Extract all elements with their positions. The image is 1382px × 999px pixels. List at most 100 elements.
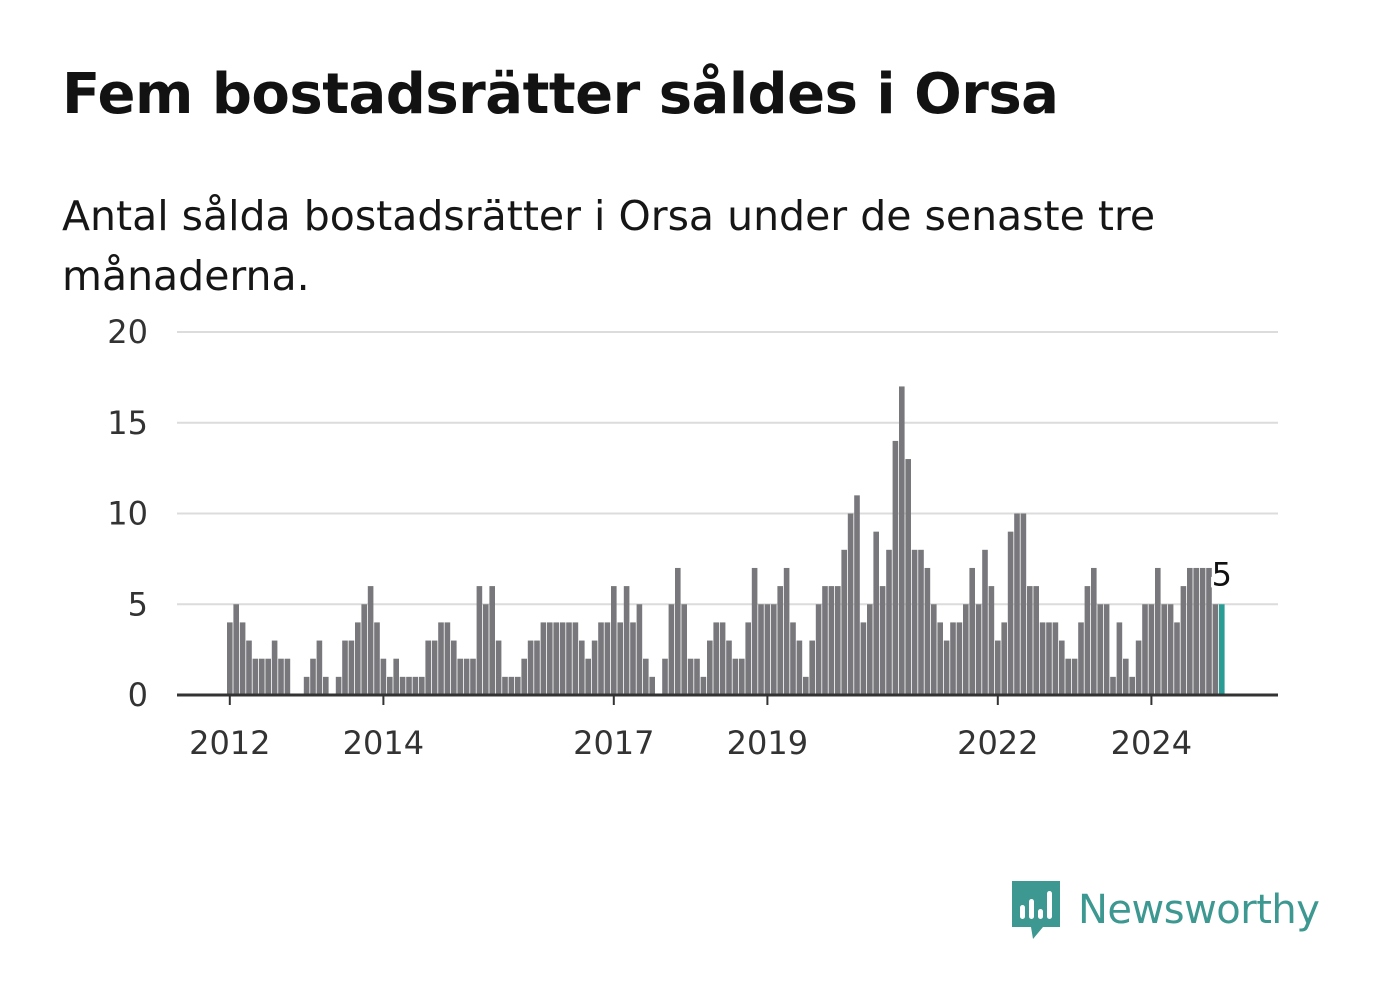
bar — [342, 640, 348, 695]
bar — [1206, 567, 1212, 695]
bar — [271, 640, 278, 695]
bar — [982, 549, 988, 695]
bar — [412, 676, 419, 695]
bar — [687, 658, 694, 695]
bar — [1155, 567, 1161, 695]
bar — [1059, 640, 1065, 695]
bar — [924, 567, 931, 695]
bar — [1167, 604, 1174, 695]
bar — [387, 676, 393, 695]
x-tick-label: 2024 — [1111, 724, 1192, 762]
bar — [476, 586, 483, 695]
bar — [1039, 622, 1046, 695]
y-tick-label: 20 — [107, 313, 148, 351]
bar — [988, 586, 995, 695]
bar — [995, 640, 1001, 695]
bar — [431, 640, 438, 695]
bar — [732, 658, 739, 695]
bar — [623, 586, 630, 695]
bar — [540, 622, 547, 695]
y-tick-label: 15 — [107, 404, 148, 442]
bar — [956, 622, 963, 695]
bar — [854, 495, 860, 695]
bar — [527, 640, 534, 695]
bar-latest — [1219, 604, 1225, 695]
bar — [303, 676, 310, 695]
bar — [713, 622, 719, 695]
bar — [1078, 622, 1084, 695]
bar — [572, 622, 579, 695]
bar — [675, 567, 681, 695]
bar — [489, 586, 495, 695]
bar — [1135, 640, 1142, 695]
x-tick-label: 2019 — [727, 724, 808, 762]
bar — [419, 676, 425, 695]
bar — [585, 658, 591, 695]
bar — [252, 658, 259, 695]
bar — [1142, 604, 1148, 695]
bar — [790, 622, 796, 695]
bar — [1052, 622, 1059, 695]
bar — [1199, 567, 1206, 695]
bar — [950, 622, 956, 695]
bar — [1014, 513, 1020, 695]
bar — [335, 676, 342, 695]
bar — [1180, 586, 1187, 695]
bar — [604, 622, 611, 695]
bar — [1193, 567, 1199, 695]
bar — [406, 676, 412, 695]
bar — [566, 622, 572, 695]
bar — [803, 676, 809, 695]
bar — [783, 567, 790, 695]
bar — [438, 622, 444, 695]
bar — [233, 604, 239, 695]
bar — [1110, 676, 1116, 695]
bar — [796, 640, 803, 695]
bar — [355, 622, 361, 695]
chart-title: Fem bostadsrätter såldes i Orsa — [62, 62, 1059, 127]
chart-subtitle: Antal sålda bostadsrätter i Orsa under d… — [62, 192, 1156, 300]
bar — [860, 622, 867, 695]
bar — [1187, 567, 1193, 695]
latest-value-label: 5 — [1212, 555, 1232, 593]
bar — [259, 658, 265, 695]
bar — [707, 640, 713, 695]
bar — [547, 622, 553, 695]
bar — [911, 549, 918, 695]
bar — [1097, 604, 1103, 695]
brand-name: Newsworthy — [1078, 887, 1320, 933]
bar — [975, 604, 982, 695]
newsworthy-logo-icon — [1012, 881, 1060, 939]
bar — [700, 676, 707, 695]
bar — [239, 622, 246, 695]
bar — [323, 676, 329, 695]
bar — [668, 604, 675, 695]
bar — [662, 658, 668, 695]
bar — [879, 586, 886, 695]
bar — [265, 658, 271, 695]
bar — [1103, 604, 1110, 695]
bar — [745, 622, 751, 695]
bar — [1116, 622, 1123, 695]
bar — [899, 386, 905, 695]
bar — [591, 640, 598, 695]
bar — [1129, 676, 1135, 695]
bar — [630, 622, 636, 695]
bar — [1161, 604, 1167, 695]
bar — [886, 549, 892, 695]
bar — [1123, 658, 1129, 695]
bar — [1001, 622, 1007, 695]
bar — [1007, 531, 1014, 695]
bar — [470, 658, 476, 695]
bar — [867, 604, 873, 695]
bar — [636, 604, 643, 695]
bar — [1212, 604, 1219, 695]
bar — [611, 586, 617, 695]
bar — [918, 549, 924, 695]
bar — [1148, 604, 1155, 695]
bar — [598, 622, 604, 695]
bar — [681, 604, 687, 695]
bar — [751, 567, 758, 695]
bar — [694, 658, 700, 695]
bar — [451, 640, 457, 695]
